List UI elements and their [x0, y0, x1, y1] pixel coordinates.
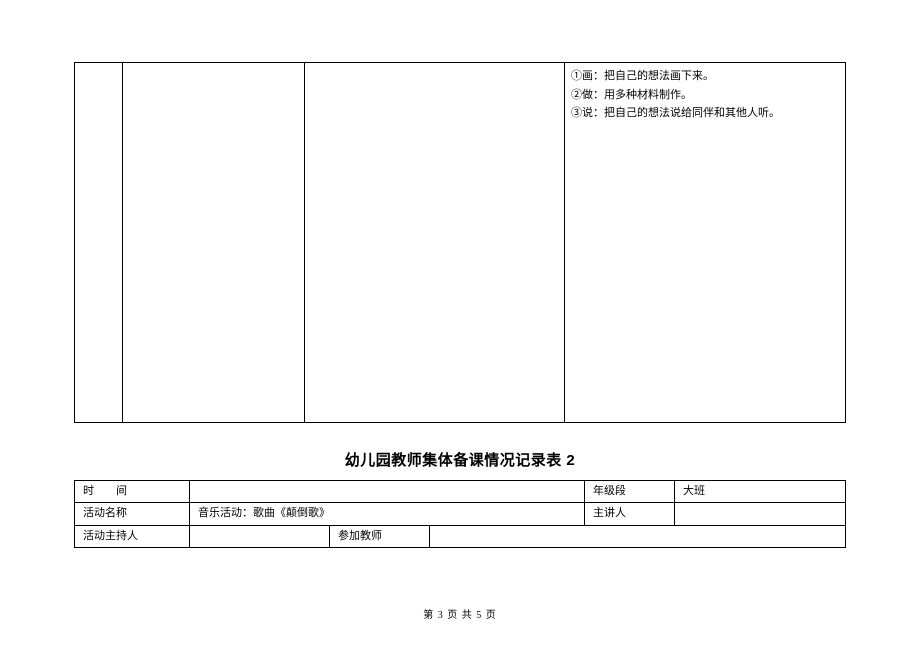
speaker-label: 主讲人 — [585, 503, 675, 525]
teacher-label: 参加教师 — [330, 525, 430, 547]
page-content: ①画：把自己的想法画下来。 ②做：用多种材料制作。 ③说：把自己的想法说给同伴和… — [0, 0, 920, 548]
activity-name-label: 活动名称 — [75, 503, 190, 525]
note-line-3: ③说：把自己的想法说给同伴和其他人听。 — [571, 104, 839, 123]
activity-name-value: 音乐活动：歌曲《颠倒歌》 — [190, 503, 585, 525]
record-table: 时 间 年级段 大班 活动名称 音乐活动：歌曲《颠倒歌》 主讲人 活动主持人 参… — [74, 480, 846, 548]
host-value — [190, 525, 330, 547]
time-label: 时 间 — [75, 481, 190, 503]
table-row: 时 间 年级段 大班 — [75, 481, 846, 503]
table-row: 活动名称 音乐活动：歌曲《颠倒歌》 主讲人 — [75, 503, 846, 525]
note-line-2: ②做：用多种材料制作。 — [571, 86, 839, 105]
speaker-value — [675, 503, 846, 525]
top-cell-2 — [123, 63, 305, 423]
top-cell-1 — [75, 63, 123, 423]
host-label: 活动主持人 — [75, 525, 190, 547]
table-row: 活动主持人 参加教师 — [75, 525, 846, 547]
top-cell-3 — [305, 63, 565, 423]
grade-value: 大班 — [675, 481, 846, 503]
top-cell-notes: ①画：把自己的想法画下来。 ②做：用多种材料制作。 ③说：把自己的想法说给同伴和… — [565, 63, 846, 423]
top-continuation-table: ①画：把自己的想法画下来。 ②做：用多种材料制作。 ③说：把自己的想法说给同伴和… — [74, 62, 846, 423]
note-line-1: ①画：把自己的想法画下来。 — [571, 67, 839, 86]
section-title: 幼儿园教师集体备课情况记录表 2 — [74, 449, 846, 470]
grade-label: 年级段 — [585, 481, 675, 503]
page-footer: 第 3 页 共 5 页 — [0, 606, 920, 621]
table-row: ①画：把自己的想法画下来。 ②做：用多种材料制作。 ③说：把自己的想法说给同伴和… — [75, 63, 846, 423]
time-value — [190, 481, 585, 503]
teacher-value — [430, 525, 846, 547]
